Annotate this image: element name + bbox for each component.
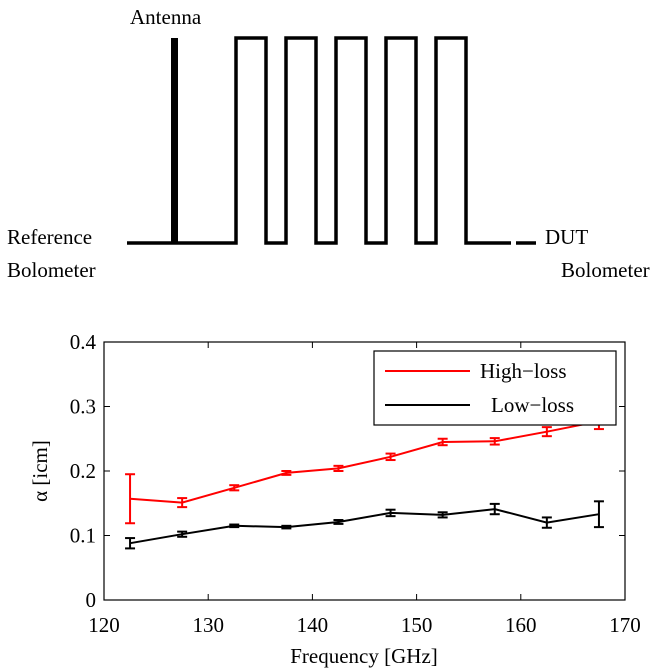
x-tick-label: 140: [297, 613, 329, 637]
reference-label: Reference: [7, 225, 92, 249]
legend-label-low-loss: Low−loss: [491, 393, 574, 417]
y-tick-label: 0.4: [70, 330, 97, 354]
dut-label: DUT: [545, 225, 588, 249]
meander-line: [127, 38, 511, 243]
chart: 120 130 140 150 160 170 0 0.1 0.2 0.3 0.4 Frequenc…: [28, 330, 641, 668]
y-axis-label: α [icm]: [28, 440, 52, 502]
x-tick-label: 170: [609, 613, 641, 637]
y-tick-label: 0.2: [70, 459, 96, 483]
reference-bolometer-label: Bolometer: [7, 258, 96, 282]
x-axis-label: Frequency [GHz]: [290, 644, 438, 668]
y-tick-label: 0: [86, 588, 97, 612]
antenna-diagram: Antenna Reference Bolometer DUT Bolomete…: [7, 5, 650, 282]
y-tick-label: 0.1: [70, 524, 96, 548]
legend: High−loss Low−loss: [374, 351, 616, 425]
x-tick-label: 150: [401, 613, 433, 637]
y-tick-label: 0.3: [70, 395, 96, 419]
x-tick-label: 120: [88, 613, 120, 637]
dut-bolometer-label: Bolometer: [561, 258, 650, 282]
legend-label-high-loss: High−loss: [480, 359, 567, 383]
x-tick-label: 160: [505, 613, 537, 637]
x-tick-label: 130: [192, 613, 224, 637]
antenna-label: Antenna: [130, 5, 202, 29]
